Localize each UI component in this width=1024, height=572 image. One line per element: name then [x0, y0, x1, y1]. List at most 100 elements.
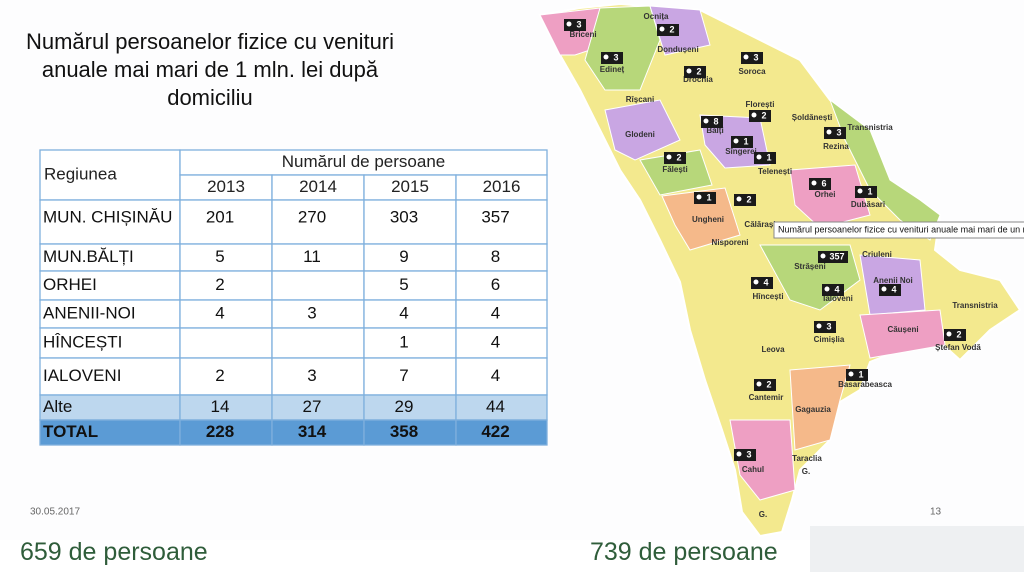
region-name: Orhei: [815, 190, 836, 199]
table-cell: [179, 270, 273, 301]
bottom-right-text: 739 de persoane: [590, 538, 778, 566]
table-value: 11: [303, 247, 321, 266]
side-panel: [810, 526, 1024, 572]
table-cell: [39, 327, 181, 359]
table-cell: [455, 327, 548, 359]
region-name: Fălești: [662, 165, 687, 174]
table-value: 29: [395, 397, 414, 416]
table-cell: [39, 199, 181, 245]
region-name: Rezina: [823, 142, 849, 151]
region-count: 2: [746, 194, 751, 204]
region-count: 357: [829, 251, 844, 261]
table-cell: [179, 327, 273, 359]
table-group-header: Numărul de persoane: [282, 152, 445, 171]
region-name: Soroca: [738, 67, 766, 76]
region-name: Ștefan Vodă: [935, 343, 981, 352]
table-value: 303: [390, 207, 418, 226]
table-cell: [455, 299, 548, 329]
table-cell: [271, 270, 365, 301]
table-cell: [455, 357, 548, 396]
table-cell: [363, 243, 457, 272]
table-cell: [363, 357, 457, 396]
region-cahul: [729, 419, 796, 501]
table-value: 358: [390, 422, 418, 441]
row-label: ORHEI: [43, 275, 97, 294]
region-name: Glodeni: [625, 130, 655, 139]
table-value: 4: [399, 303, 408, 322]
region-count: 8: [713, 116, 718, 126]
table-cell: [363, 270, 457, 301]
person-icon: [820, 253, 826, 259]
person-icon: [751, 112, 757, 118]
table-cell: [271, 327, 365, 359]
region-count: 3: [753, 52, 758, 62]
table-cell: [271, 419, 365, 446]
year-header: 2013: [207, 177, 245, 196]
region-name: Bălți: [706, 126, 723, 135]
person-icon: [743, 54, 749, 60]
region-name: Cahul: [742, 465, 764, 474]
table-cell: [39, 394, 181, 421]
region-name: Briceni: [569, 30, 596, 39]
region-name: G.: [802, 467, 810, 476]
table-cell: [455, 174, 548, 201]
table-value: 4: [491, 303, 500, 322]
tooltip-box: [773, 221, 1024, 239]
table-cell: [179, 174, 273, 201]
region-name: Ialoveni: [823, 294, 853, 303]
region-count: 1: [706, 192, 711, 202]
region-count: 4: [891, 284, 896, 294]
region-name: Telenești: [758, 167, 792, 176]
person-icon: [703, 118, 709, 124]
table-cell: [363, 327, 457, 359]
slide-number: 13: [930, 507, 942, 518]
region-count: 1: [867, 186, 872, 196]
table-value: 4: [491, 332, 500, 351]
region-glodeni: [604, 99, 681, 161]
region-count: 3: [836, 127, 841, 137]
table-cell: [179, 419, 273, 446]
table-cell: [363, 199, 457, 245]
region-name: Criuleni: [862, 250, 892, 259]
region-causeni: [859, 309, 946, 359]
region-ungheni: [661, 187, 741, 251]
region-count: 2: [761, 110, 766, 120]
table-value: 4: [491, 366, 500, 385]
row-label: Alte: [43, 397, 72, 416]
region-name: Nisporeni: [712, 238, 749, 247]
region-name: Șoldănești: [792, 113, 832, 122]
region-gagauzia: [789, 364, 851, 451]
person-icon: [756, 154, 762, 160]
region-count: 3: [826, 321, 831, 331]
person-icon: [736, 196, 742, 202]
person-icon: [603, 54, 609, 60]
table-cell: [363, 174, 457, 201]
region-count: 2: [696, 66, 701, 76]
table-value: 1: [399, 332, 408, 351]
region-count: 6: [821, 178, 826, 188]
count-badge: [818, 251, 848, 263]
person-icon: [881, 286, 887, 292]
person-icon: [824, 286, 830, 292]
region-donduseni: [649, 5, 711, 56]
region-name: Transnistria: [952, 301, 998, 310]
table-cell: [271, 357, 365, 396]
region-name: Dondușeni: [657, 45, 698, 54]
region-count: 3: [746, 449, 751, 459]
row-label: MUN. CHIȘINĂU: [43, 207, 172, 226]
row-label: HÎNCEȘTI: [43, 332, 122, 351]
table-value: 4: [215, 303, 224, 322]
table-value: 3: [307, 366, 316, 385]
region-count: 3: [576, 19, 581, 29]
table-cell: [179, 149, 548, 176]
table-cell: [179, 243, 273, 272]
table-cell: [455, 270, 548, 301]
person-icon: [811, 180, 817, 186]
table-value: 357: [481, 207, 509, 226]
tooltip-text: Numărul persoanelor fizice cu venituri a…: [778, 224, 1024, 234]
table-value: 7: [399, 366, 408, 385]
region-name: Căușeni: [887, 325, 918, 334]
table-cell: [455, 243, 548, 272]
